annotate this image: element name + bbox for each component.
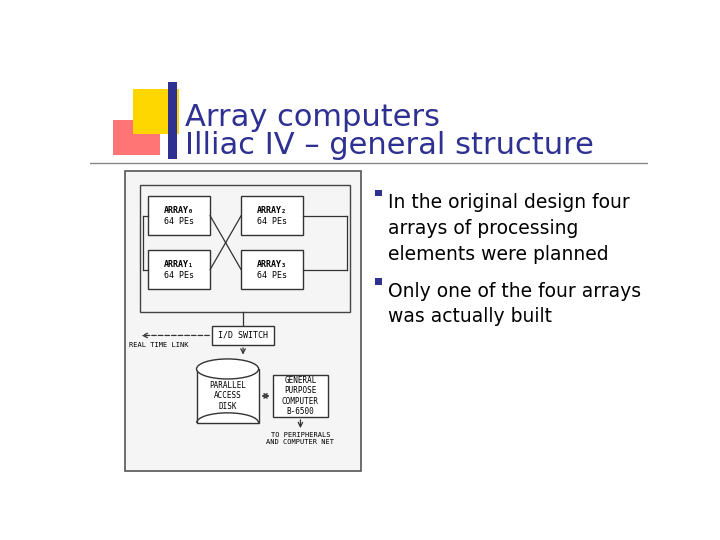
Text: In the original design four
arrays of processing
elements were planned: In the original design four arrays of pr… xyxy=(387,193,629,264)
Text: PARALLEL
ACCESS
DISK: PARALLEL ACCESS DISK xyxy=(209,381,246,411)
Bar xyxy=(197,369,258,423)
Bar xyxy=(168,82,177,159)
Bar xyxy=(272,375,328,417)
Bar xyxy=(375,278,382,285)
Text: GENERAL
PURPOSE
COMPUTER
B-6500: GENERAL PURPOSE COMPUTER B-6500 xyxy=(282,376,319,416)
Ellipse shape xyxy=(197,359,258,379)
Text: TO PERIPHERALS
AND COMPUTER NET: TO PERIPHERALS AND COMPUTER NET xyxy=(266,433,334,446)
Bar xyxy=(375,190,382,197)
Bar xyxy=(241,197,303,235)
Bar xyxy=(212,326,274,345)
Bar xyxy=(140,185,350,312)
Text: ARRAY₂: ARRAY₂ xyxy=(257,206,287,215)
Text: 64 PEs: 64 PEs xyxy=(257,218,287,226)
Text: ARRAY₃: ARRAY₃ xyxy=(257,260,287,269)
Text: 64 PEs: 64 PEs xyxy=(164,218,194,226)
Text: Array computers: Array computers xyxy=(184,103,439,132)
Text: 64 PEs: 64 PEs xyxy=(257,271,287,280)
Text: Illiac IV – general structure: Illiac IV – general structure xyxy=(184,131,593,160)
Text: ARRAY₁: ARRAY₁ xyxy=(164,260,194,269)
Bar xyxy=(241,251,303,289)
Bar xyxy=(148,197,210,235)
Bar xyxy=(132,90,179,134)
Text: Only one of the four arrays
was actually built: Only one of the four arrays was actually… xyxy=(387,281,641,326)
Bar xyxy=(148,251,210,289)
Text: 64 PEs: 64 PEs xyxy=(164,271,194,280)
Text: ARRAY₀: ARRAY₀ xyxy=(164,206,194,215)
Bar xyxy=(125,171,361,471)
Text: I/D SWITCH: I/D SWITCH xyxy=(218,331,268,340)
Bar xyxy=(113,120,160,155)
Text: REAL TIME LINK: REAL TIME LINK xyxy=(129,342,188,348)
